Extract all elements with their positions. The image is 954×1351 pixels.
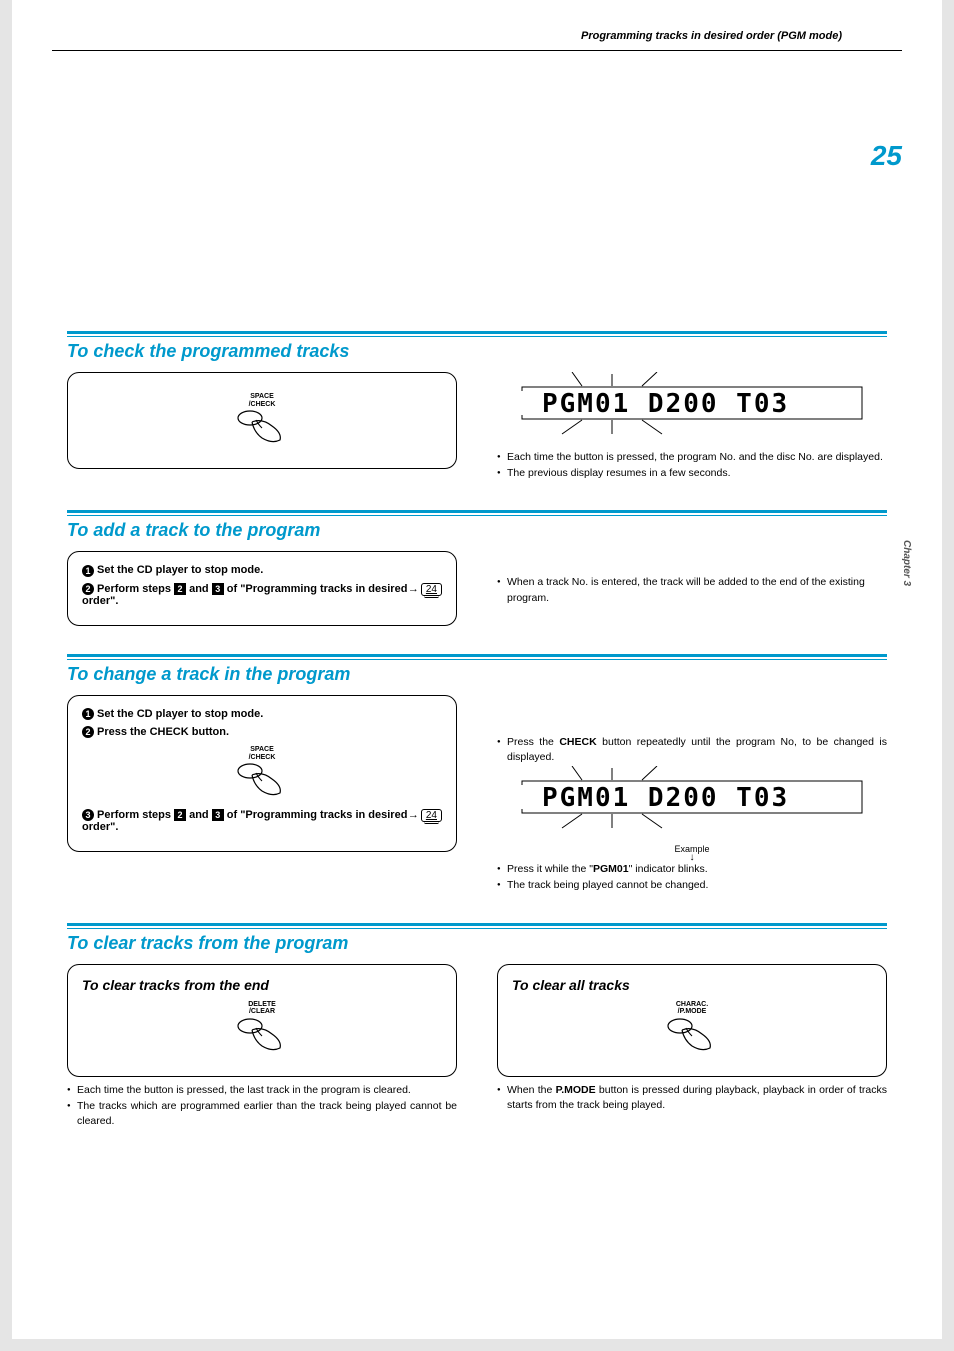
note-list: When a track No. is entered, the track w… (497, 575, 887, 605)
instruction-box: 1Set the CD player to stop mode. 2Perfor… (67, 551, 457, 625)
button-label-line1: DELETE (248, 1001, 276, 1008)
note-list: Each time the button is pressed, the las… (67, 1083, 457, 1130)
note-item: Each time the button is pressed, the pro… (497, 450, 887, 465)
manual-page: Programming tracks in desired order (PGM… (12, 0, 942, 1339)
note-item: The previous display resumes in a few se… (497, 466, 887, 481)
page-content: To check the programmed tracks SPACE /CH… (12, 331, 942, 1131)
step-ref-badge: 2 (174, 809, 186, 821)
section-divider (67, 923, 887, 926)
button-label-line1: SPACE (250, 746, 274, 753)
note-list: When the P.MODE button is pressed during… (497, 1083, 887, 1113)
lcd-text: PGM01 D200 T03 (542, 783, 789, 813)
page-reference: 24 (421, 583, 442, 596)
note-item: The tracks which are programmed earlier … (67, 1099, 457, 1129)
button-label-line2: /CHECK (249, 754, 276, 761)
note-item: Each time the button is pressed, the las… (67, 1083, 457, 1098)
hand-press-icon (662, 1016, 722, 1056)
button-label-line2: /P.MODE (678, 1008, 707, 1015)
hand-press-icon (232, 761, 292, 801)
note-list: Press it while the "PGM01" indicator bli… (497, 862, 887, 893)
step-ref-badge: 3 (212, 583, 224, 595)
down-arrow-icon: ↓ (497, 854, 887, 862)
step-1: 1Set the CD player to stop mode. (82, 564, 442, 576)
section-title-add: To add a track to the program (67, 515, 887, 541)
note-item: Press it while the "PGM01" indicator bli… (497, 862, 887, 877)
section-divider (67, 331, 887, 334)
subsection-title: To clear tracks from the end (82, 977, 442, 993)
step-2: 2Press the CHECK button. (82, 726, 442, 738)
chapter-tab: Chapter 3 (901, 540, 912, 586)
instruction-box: To clear tracks from the end DELETE /CLE… (67, 964, 457, 1077)
check-button-illustration: SPACE /CHECK (82, 746, 442, 801)
note-item: When the P.MODE button is pressed during… (497, 1083, 887, 1113)
instruction-box: SPACE /CHECK (67, 372, 457, 469)
note-list: Press the CHECK button repeatedly until … (497, 735, 887, 765)
check-button-illustration: SPACE /CHECK (82, 393, 442, 448)
step-1: 1Set the CD player to stop mode. (82, 708, 442, 720)
button-label-line2: /CLEAR (249, 1008, 275, 1015)
step-number-icon: 1 (82, 708, 94, 720)
step-2: 2Perform steps 2 and 3 of "Programming t… (82, 583, 442, 607)
delete-button-illustration: DELETE /CLEAR (82, 1001, 442, 1056)
note-list: Each time the button is pressed, the pro… (497, 450, 887, 481)
lcd-display: PGM01 D200 T03 (497, 766, 887, 836)
note-item: The track being played cannot be changed… (497, 878, 887, 893)
instruction-box: To clear all tracks CHARAC. /P.MODE (497, 964, 887, 1077)
hand-press-icon (232, 408, 292, 448)
instruction-box: 1Set the CD player to stop mode. 2Press … (67, 695, 457, 853)
section-divider (67, 510, 887, 513)
section-divider (67, 654, 887, 657)
section-title-clear: To clear tracks from the program (67, 928, 887, 954)
section-title-change: To change a track in the program (67, 659, 887, 685)
pmode-button-illustration: CHARAC. /P.MODE (512, 1001, 872, 1056)
lcd-text: PGM01 D200 T03 (542, 389, 789, 419)
step-3: 3Perform steps 2 and 3 of "Programming t… (82, 809, 442, 833)
button-label-line1: SPACE (250, 393, 274, 400)
note-item: Press the CHECK button repeatedly until … (497, 735, 887, 765)
step-number-icon: 2 (82, 726, 94, 738)
section-title-check: To check the programmed tracks (67, 336, 887, 362)
button-label-line2: /CHECK (249, 401, 276, 408)
lcd-display: PGM01 D200 T03 (497, 372, 887, 442)
hand-press-icon (232, 1016, 292, 1056)
step-number-icon: 2 (82, 583, 94, 595)
subsection-title: To clear all tracks (512, 977, 872, 993)
button-label-line1: CHARAC. (676, 1001, 708, 1008)
step-ref-badge: 3 (212, 809, 224, 821)
page-number: 25 (871, 140, 902, 172)
breadcrumb: Programming tracks in desired order (PGM… (52, 0, 902, 51)
page-reference: 24 (421, 809, 442, 822)
step-ref-badge: 2 (174, 583, 186, 595)
step-number-icon: 1 (82, 565, 94, 577)
step-number-icon: 3 (82, 809, 94, 821)
note-item: When a track No. is entered, the track w… (497, 575, 887, 605)
